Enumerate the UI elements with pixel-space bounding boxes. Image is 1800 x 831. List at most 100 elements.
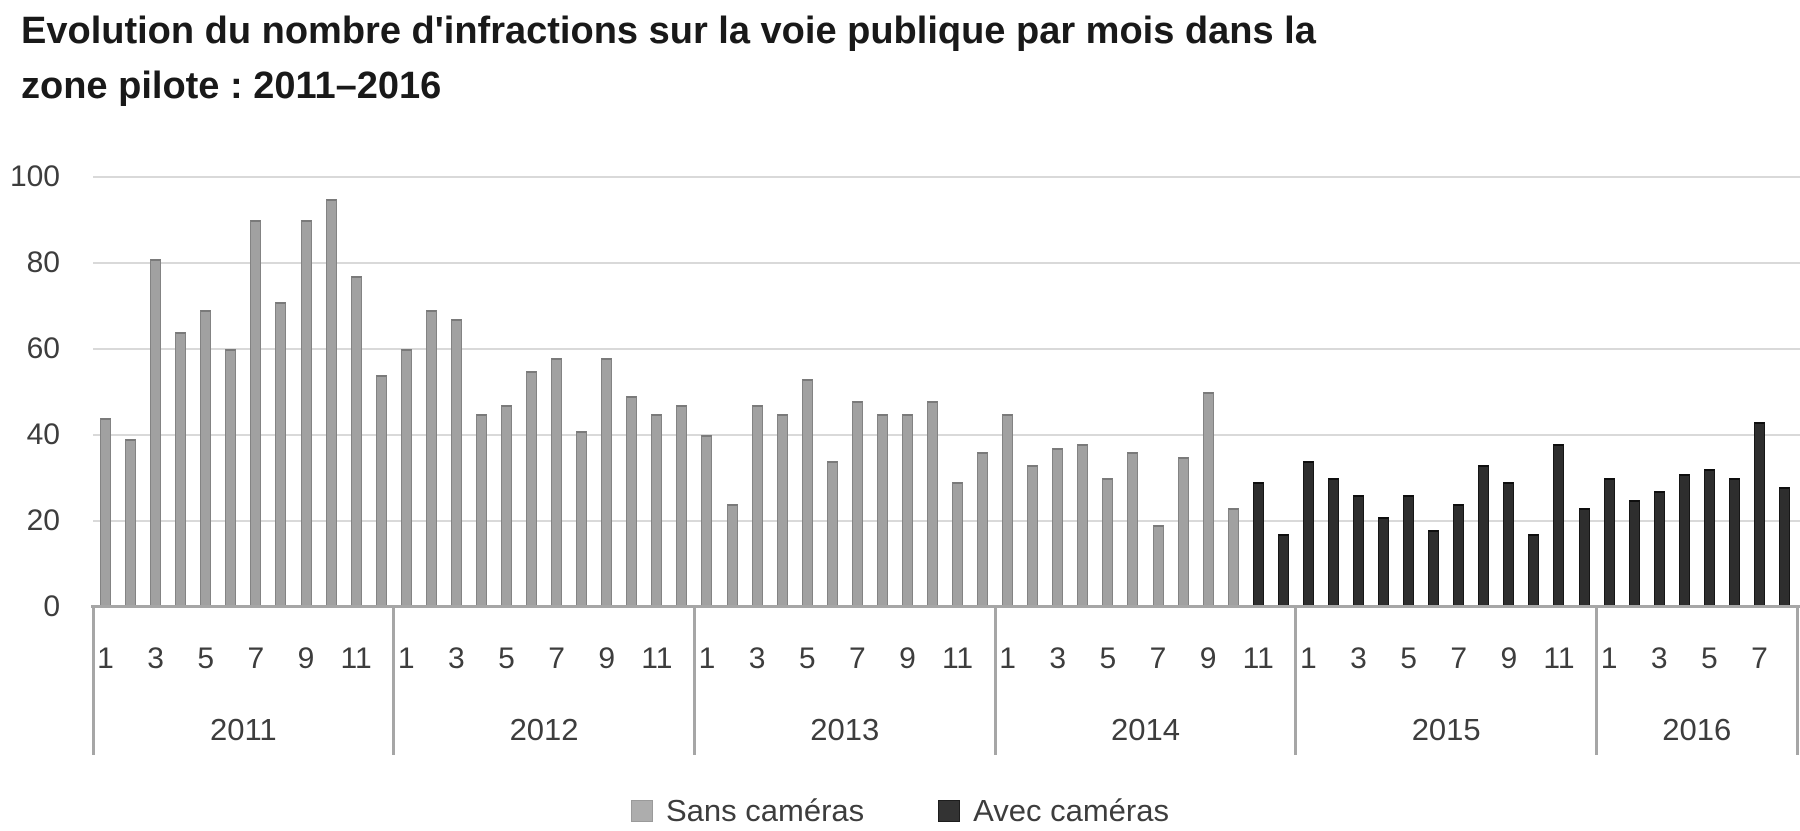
bar-2011-m1 bbox=[100, 417, 112, 607]
bar-2013-m3 bbox=[751, 404, 763, 607]
x-year-label-2014: 2014 bbox=[1110, 712, 1180, 747]
y-axis-tick-label-20: 20 bbox=[26, 504, 60, 537]
bar-2015-m11 bbox=[1553, 443, 1565, 607]
y-axis-tick-label-0: 0 bbox=[43, 590, 60, 623]
bar-2014-m6 bbox=[1127, 452, 1139, 607]
x-month-label-2011-11: 11 bbox=[340, 642, 372, 675]
year-divider bbox=[1294, 605, 1298, 755]
x-year-label-2013: 2013 bbox=[810, 712, 880, 747]
gridline-60 bbox=[93, 348, 1800, 350]
bar-2014-m12 bbox=[1277, 533, 1289, 607]
legend-label-avec-cameras: Avec caméras bbox=[973, 793, 1169, 828]
bar-2014-m2 bbox=[1027, 465, 1039, 607]
y-axis-tick-label-40: 40 bbox=[26, 418, 60, 451]
legend-label-sans-cameras: Sans caméras bbox=[666, 793, 865, 828]
x-month-label-2012-7: 7 bbox=[548, 642, 565, 675]
x-month-label-2014-5: 5 bbox=[1099, 642, 1117, 675]
bar-2012-m7 bbox=[551, 357, 563, 607]
y-axis-tick-label-100: 100 bbox=[9, 160, 60, 193]
bar-2012-m8 bbox=[576, 430, 588, 607]
gridline-80 bbox=[93, 262, 1800, 264]
x-month-label-2013-1: 1 bbox=[698, 642, 716, 675]
x-month-label-2015-7: 7 bbox=[1450, 642, 1468, 675]
bar-2011-m9 bbox=[300, 220, 312, 607]
bar-2014-m7 bbox=[1152, 525, 1164, 607]
year-divider bbox=[692, 605, 696, 755]
x-month-label-2012-5: 5 bbox=[498, 642, 515, 675]
x-axis-line bbox=[91, 605, 1800, 608]
bar-2013-m4 bbox=[776, 413, 788, 607]
gridline-100 bbox=[93, 176, 1800, 178]
x-month-label-2015-3: 3 bbox=[1350, 642, 1367, 675]
x-month-label-2015-1: 1 bbox=[1300, 642, 1317, 675]
x-month-label-2011-1: 1 bbox=[97, 642, 114, 675]
bar-2016-m5 bbox=[1703, 469, 1715, 607]
bar-2012-m11 bbox=[651, 413, 663, 607]
x-month-label-2014-7: 7 bbox=[1149, 642, 1167, 675]
bar-2015-m5 bbox=[1403, 495, 1415, 607]
x-month-label-2015-5: 5 bbox=[1400, 642, 1417, 675]
bar-2013-m6 bbox=[826, 460, 838, 607]
bar-2011-m12 bbox=[375, 374, 387, 607]
legend-swatch-avec-cameras bbox=[938, 800, 961, 822]
gridline-40 bbox=[93, 434, 1800, 436]
bar-2011-m10 bbox=[325, 198, 337, 607]
bar-2016-m6 bbox=[1728, 478, 1740, 607]
bar-2015-m1 bbox=[1302, 460, 1314, 607]
bar-2012-m12 bbox=[676, 404, 688, 607]
gridline-20 bbox=[93, 520, 1800, 522]
x-month-label-2015-11: 11 bbox=[1543, 642, 1575, 675]
bar-2011-m2 bbox=[125, 439, 137, 607]
x-month-label-2016-7: 7 bbox=[1751, 642, 1768, 675]
bar-2014-m3 bbox=[1052, 447, 1064, 607]
legend-item-avec-cameras: Avec caméras bbox=[938, 794, 1169, 828]
bar-2012-m1 bbox=[400, 349, 412, 607]
x-month-label-2012-1: 1 bbox=[397, 642, 415, 675]
x-month-label-2013-11: 11 bbox=[941, 642, 974, 675]
bar-2013-m2 bbox=[726, 503, 738, 607]
year-divider bbox=[1795, 605, 1799, 755]
legend: Sans caméras Avec caméras bbox=[0, 794, 1800, 828]
bar-2012-m5 bbox=[500, 404, 512, 607]
bar-2016-m3 bbox=[1653, 490, 1665, 607]
bar-2014-m11 bbox=[1252, 482, 1264, 607]
bar-2015-m2 bbox=[1327, 478, 1339, 607]
x-month-label-2011-9: 9 bbox=[297, 642, 315, 675]
x-month-label-2016-5: 5 bbox=[1700, 642, 1718, 675]
title-line-1: Evolution du nombre d'infractions sur la… bbox=[21, 10, 1316, 52]
bar-2011-m7 bbox=[250, 220, 262, 607]
bar-2013-m8 bbox=[876, 413, 888, 607]
year-divider bbox=[392, 605, 396, 755]
bar-2012-m10 bbox=[626, 396, 638, 607]
bar-2015-m10 bbox=[1528, 533, 1540, 607]
bar-2011-m6 bbox=[225, 349, 237, 607]
bar-2014-m1 bbox=[1002, 413, 1014, 607]
bar-2015-m9 bbox=[1503, 482, 1515, 607]
legend-swatch-sans-cameras bbox=[631, 800, 653, 822]
bar-2016-m1 bbox=[1603, 478, 1615, 607]
x-year-label-2012: 2012 bbox=[509, 712, 579, 747]
x-year-label-2016: 2016 bbox=[1662, 712, 1732, 747]
x-month-label-2014-9: 9 bbox=[1199, 642, 1217, 675]
x-month-label-2013-5: 5 bbox=[798, 642, 816, 675]
year-divider bbox=[993, 605, 997, 755]
x-month-label-2012-9: 9 bbox=[598, 642, 616, 675]
y-axis-tick-label-80: 80 bbox=[26, 246, 60, 279]
bar-2012-m4 bbox=[475, 413, 487, 607]
bar-2011-m3 bbox=[150, 258, 162, 607]
bar-2013-m12 bbox=[977, 452, 989, 607]
bar-2015-m12 bbox=[1578, 508, 1590, 607]
x-year-label-2011: 2011 bbox=[210, 712, 277, 747]
bar-2013-m11 bbox=[952, 482, 964, 607]
title-line-2: zone pilote : 2011–2016 bbox=[21, 65, 442, 107]
bar-2014-m5 bbox=[1102, 478, 1114, 607]
x-month-label-2013-7: 7 bbox=[848, 642, 866, 675]
x-month-label-2011-3: 3 bbox=[147, 642, 164, 675]
bar-2016-m2 bbox=[1628, 499, 1640, 607]
bar-2011-m11 bbox=[350, 275, 362, 607]
year-divider bbox=[1595, 605, 1599, 755]
bar-2013-m7 bbox=[851, 400, 863, 607]
bar-2015-m4 bbox=[1378, 516, 1390, 607]
